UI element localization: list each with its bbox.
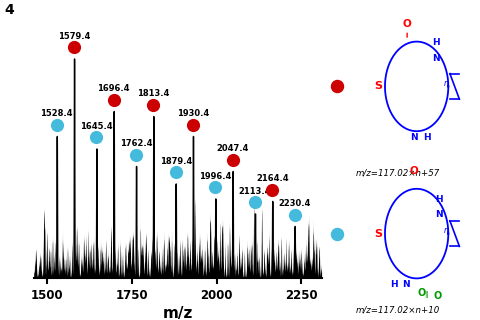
Point [93, 135, 100, 140]
Point [291, 212, 299, 217]
Text: N: N [435, 210, 443, 219]
Text: 4: 4 [5, 3, 14, 17]
Text: 2230.4: 2230.4 [278, 199, 311, 208]
Text: 2113.4: 2113.4 [239, 187, 271, 196]
Point [53, 122, 60, 127]
Text: O: O [409, 166, 418, 176]
Text: n: n [444, 226, 448, 235]
Text: H: H [390, 280, 397, 289]
Text: n: n [444, 79, 448, 88]
Text: H: H [423, 133, 431, 142]
Text: O: O [403, 19, 411, 29]
Text: 1879.4: 1879.4 [159, 157, 192, 166]
Text: S: S [374, 81, 383, 92]
Text: 2164.4: 2164.4 [256, 174, 288, 183]
Point [251, 200, 259, 205]
Text: N: N [410, 133, 418, 142]
Point [70, 45, 78, 50]
Point [229, 157, 237, 162]
Text: H: H [435, 195, 443, 204]
Point [149, 102, 157, 107]
Text: ||: || [424, 291, 429, 298]
Text: 1813.4: 1813.4 [137, 90, 169, 99]
Text: 1645.4: 1645.4 [80, 122, 113, 131]
Text: m/z=117.02×n+57: m/z=117.02×n+57 [356, 168, 440, 177]
Point [110, 97, 118, 102]
Text: N: N [432, 54, 440, 63]
Text: 2047.4: 2047.4 [216, 144, 249, 154]
Point [132, 152, 140, 157]
Text: 1696.4: 1696.4 [97, 84, 130, 93]
Text: O: O [417, 288, 425, 298]
X-axis label: m/z: m/z [162, 306, 193, 320]
Text: H: H [432, 38, 440, 47]
Text: S: S [374, 228, 383, 239]
Point [212, 185, 219, 190]
Text: 1930.4: 1930.4 [177, 109, 209, 118]
Point [268, 187, 276, 192]
Text: 1579.4: 1579.4 [58, 32, 90, 41]
Point [334, 84, 341, 89]
Text: 1762.4: 1762.4 [120, 140, 152, 148]
Text: 1996.4: 1996.4 [199, 172, 231, 181]
Text: O: O [433, 291, 441, 301]
Text: 1528.4: 1528.4 [40, 109, 73, 118]
Point [172, 170, 180, 175]
Point [189, 122, 197, 127]
Point [334, 231, 341, 236]
Text: N: N [402, 280, 410, 289]
Text: m/z=117.02×n+10: m/z=117.02×n+10 [356, 306, 440, 315]
